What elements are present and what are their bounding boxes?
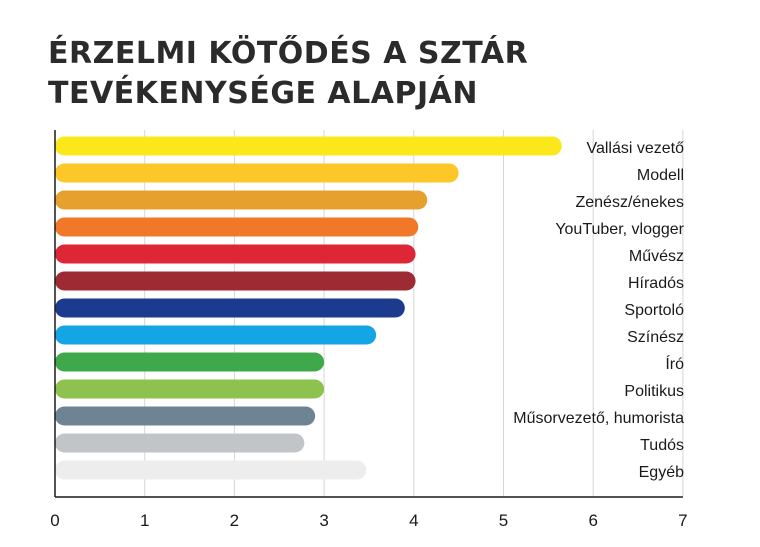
bar: [55, 298, 405, 318]
category-label: Színész: [627, 329, 684, 346]
bar: [55, 460, 367, 480]
category-label: Író: [665, 354, 684, 373]
bar: [55, 352, 325, 372]
category-label: Vallási vezető: [586, 140, 684, 157]
category-label: Sportoló: [624, 302, 684, 319]
bar: [55, 406, 316, 426]
x-tick-label: 3: [319, 511, 328, 530]
bar: [55, 325, 377, 345]
bar: [55, 163, 459, 183]
category-label: Műsorvezető, humorista: [513, 410, 684, 427]
bar: [55, 244, 416, 264]
bar: [55, 271, 416, 291]
bar: [55, 136, 562, 156]
category-label: Művész: [629, 248, 684, 265]
x-tick-label: 0: [50, 511, 59, 530]
chart-title: ÉRZELMI KÖTŐDÉS A SZTÁR TEVÉKENYSÉGE ALA…: [48, 36, 529, 111]
x-tick-label: 6: [588, 511, 597, 530]
category-label: Tudós: [640, 437, 684, 454]
category-label: YouTuber, vlogger: [555, 221, 684, 238]
bar: [55, 379, 325, 399]
category-label: Politikus: [624, 383, 684, 400]
x-tick-label: 7: [678, 511, 687, 530]
x-tick-label: 4: [409, 511, 418, 530]
bar: [55, 190, 428, 210]
x-tick-label: 1: [140, 511, 149, 530]
category-label: Híradós: [628, 275, 684, 292]
category-label: Zenész/énekes: [575, 194, 684, 211]
x-tick-label: 2: [230, 511, 239, 530]
bar: [55, 217, 419, 237]
category-label: Egyéb: [639, 464, 684, 481]
category-label: Modell: [637, 167, 684, 184]
bar: [55, 433, 305, 453]
x-tick-label: 5: [499, 511, 508, 530]
